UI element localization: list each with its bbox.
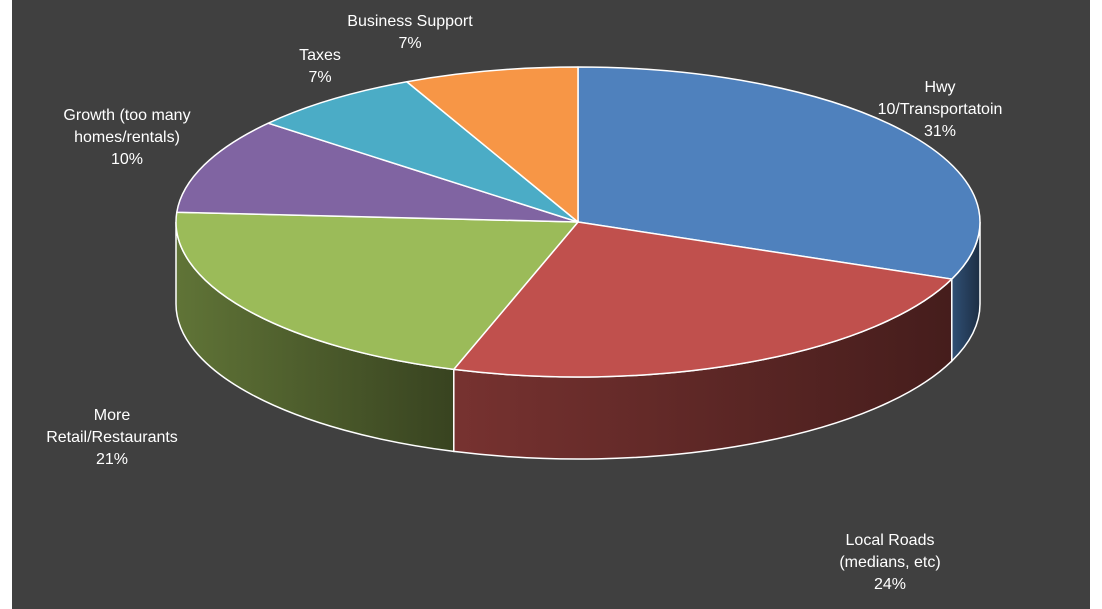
slice-label-growth: Growth (too many homes/rentals) 10% [63,107,191,168]
slice-label-retail-restaurants: More Retail/Restaurants 21% [46,407,178,468]
slice-local-roads [453,221,953,378]
slice-label-local-roads: Local Roads (medians, etc) 24% [839,532,941,593]
slice-label-business-support: Business Support 7% [347,13,473,52]
slice-business-support [406,66,579,223]
slice-hwy-transportation [577,66,981,280]
slice-taxes [267,81,579,223]
slice-retail-restaurants [175,211,579,371]
slice-label-taxes: Taxes 7% [299,47,341,86]
slice-label-hwy-transportation: Hwy 10/Transportatoin 31% [877,79,1003,140]
slice-growth [176,122,579,223]
